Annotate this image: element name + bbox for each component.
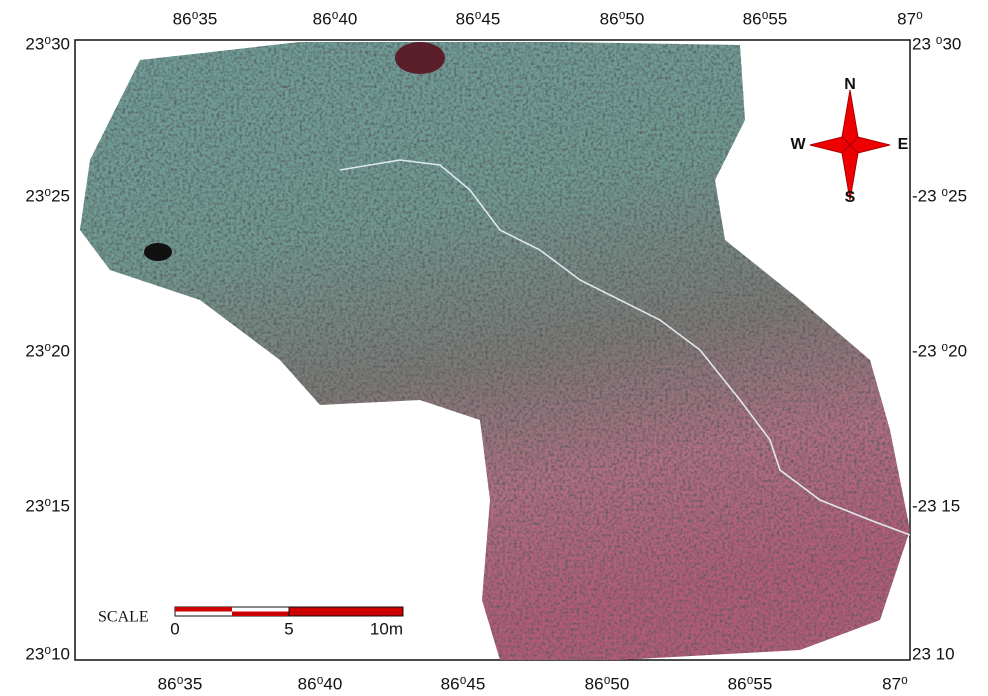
satellite-image <box>80 42 910 660</box>
bottom-label: 86⁰55 <box>728 674 773 693</box>
left-label: 23⁰10 <box>25 644 70 663</box>
top-label: 86⁰55 <box>743 9 788 28</box>
right-label: -23 ⁰20 <box>912 341 967 360</box>
compass-letter: W <box>790 136 806 153</box>
bottom-label: 86⁰35 <box>158 674 203 693</box>
right-label: 23 10 <box>912 644 955 663</box>
scale-tick: 10m <box>370 619 403 638</box>
bottom-label: 87⁰ <box>882 674 908 693</box>
compass-rose <box>810 90 890 200</box>
reservoir <box>144 243 172 261</box>
bottom-label: 86⁰40 <box>298 674 343 693</box>
left-label: 23⁰30 <box>25 34 70 53</box>
right-label: 23 ⁰30 <box>912 34 961 53</box>
top-label: 86⁰50 <box>600 9 645 28</box>
left-label: 23⁰15 <box>25 496 70 515</box>
top-label: 86⁰35 <box>173 9 218 28</box>
dark-patch <box>395 42 445 74</box>
scale-tick: 5 <box>284 619 293 638</box>
left-label: 23⁰20 <box>25 341 70 360</box>
top-label: 87⁰ <box>897 9 923 28</box>
compass-letter: N <box>844 76 856 93</box>
right-label: -23 15 <box>912 496 960 515</box>
scale-title: SCALE <box>98 609 149 626</box>
map-figure: 86⁰35 86⁰40 86⁰45 86⁰50 86⁰55 87⁰ 86⁰35 86⁰40 86… <box>0 0 988 696</box>
bottom-label: 86⁰45 <box>441 674 486 693</box>
scale-bar <box>175 607 403 616</box>
scale-tick: 0 <box>170 619 179 638</box>
left-label: 23⁰25 <box>25 186 70 205</box>
top-label: 86⁰45 <box>456 9 501 28</box>
top-label: 86⁰40 <box>313 9 358 28</box>
bottom-label: 86⁰50 <box>585 674 630 693</box>
compass-letter: E <box>898 136 909 153</box>
right-label: -23 ⁰25 <box>912 186 967 205</box>
compass-letter: S <box>845 189 856 206</box>
